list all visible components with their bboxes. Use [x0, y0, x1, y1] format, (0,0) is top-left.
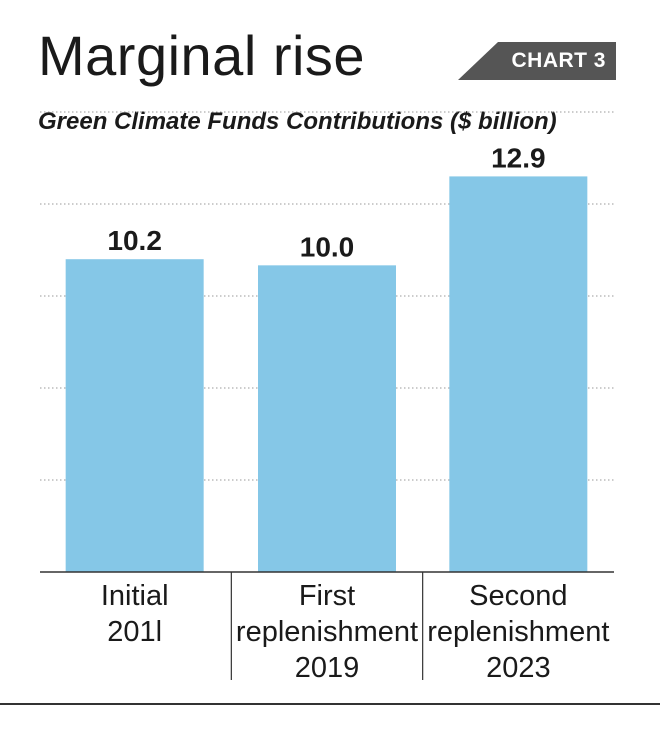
chart-title: Marginal rise [38, 24, 366, 87]
badge-background [458, 42, 616, 80]
category-label: Second [469, 580, 567, 612]
category-label: replenishment [427, 616, 609, 648]
category-label: Initial [101, 580, 169, 612]
bar [65, 259, 204, 572]
bar [258, 265, 396, 572]
data-label: 12.9 [491, 142, 546, 173]
data-label: 10.0 [300, 231, 355, 262]
bar-chart: 10.2 Initial 201l 10.0 First replenishment 201… [40, 111, 614, 684]
badge-label: CHART 3 [511, 49, 606, 72]
category-label: 2019 [295, 652, 360, 684]
bottom-rule [0, 703, 660, 705]
category-label: First [299, 580, 355, 612]
chart-number-badge: CHART 3 [458, 42, 616, 80]
bar [449, 176, 588, 572]
category-label: 2023 [486, 652, 551, 684]
data-label: 10.2 [107, 225, 162, 256]
category-label: 201l [107, 616, 162, 648]
category-label: replenishment [236, 616, 418, 648]
